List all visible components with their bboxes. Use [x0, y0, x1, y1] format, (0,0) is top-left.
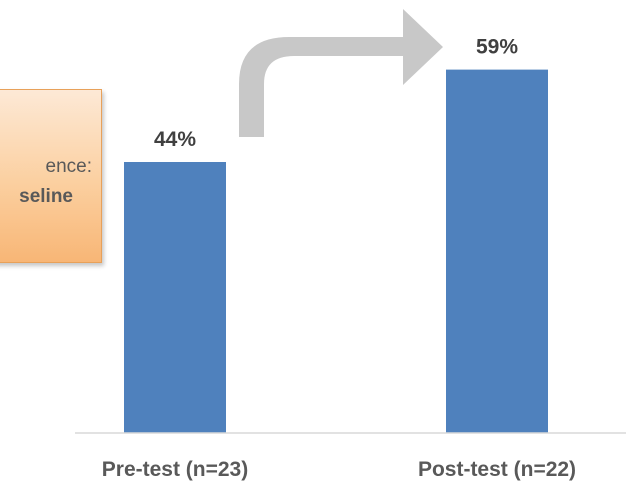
bar-2: [446, 69, 548, 433]
bar-1: [124, 162, 226, 433]
data-label-1: 44%: [154, 128, 196, 151]
category-label-2: Post-test (n=22): [418, 458, 576, 481]
callout-text-line1: ence:: [45, 156, 92, 177]
category-label-1: Pre-test (n=23): [102, 458, 248, 481]
data-label-2: 59%: [476, 36, 518, 59]
labels-layer: 44% Pre-test (n=23) 59% Post-test (n=22): [102, 36, 576, 481]
improvement-arrow: [239, 9, 443, 137]
callout-box: ence: seline: [0, 89, 102, 263]
callout-text-line2: seline: [19, 186, 73, 207]
bars-layer: [124, 69, 548, 433]
